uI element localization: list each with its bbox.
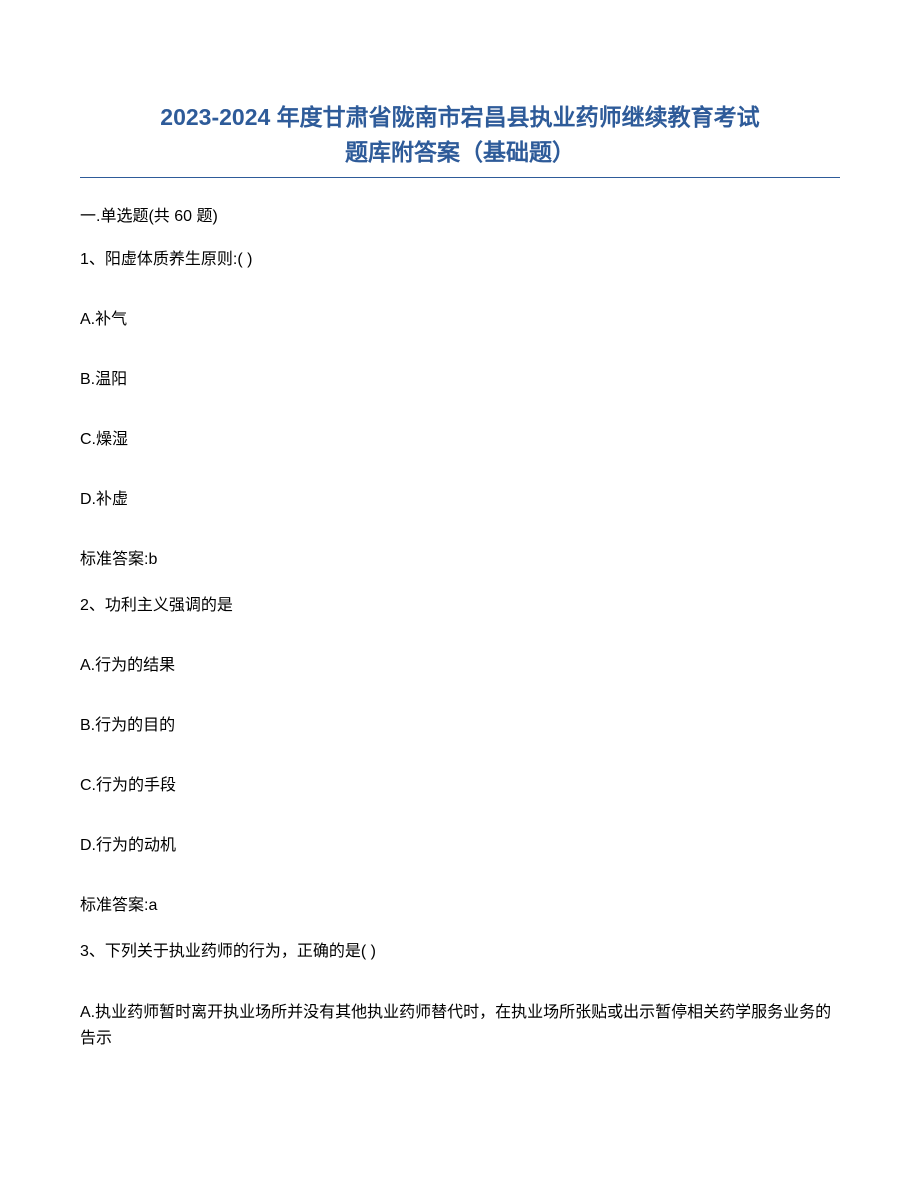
- question-1-answer: 标准答案:b: [80, 548, 840, 572]
- question-2-stem: 功利主义强调的是: [105, 597, 233, 614]
- title-line-2: 题库附答案（基础题）: [80, 135, 840, 170]
- question-1-option-d: D.补虚: [80, 488, 840, 512]
- section-header: 一.单选题(共 60 题): [80, 202, 840, 226]
- title-divider: [80, 177, 840, 178]
- question-1: 1、阳虚体质养生原则:( ) A.补气 B.温阳 C.燥湿 D.补虚 标准答案:…: [80, 248, 840, 572]
- title-line-1: 2023-2024 年度甘肃省陇南市宕昌县执业药师继续教育考试: [80, 100, 840, 135]
- document-title: 2023-2024 年度甘肃省陇南市宕昌县执业药师继续教育考试 题库附答案（基础…: [80, 100, 840, 169]
- question-3: 3、下列关于执业药师的行为，正确的是( ) A.执业药师暂时离开执业场所并没有其…: [80, 940, 840, 1051]
- question-1-option-b: B.温阳: [80, 368, 840, 392]
- question-1-option-a: A.补气: [80, 308, 840, 332]
- question-2-text: 2、功利主义强调的是: [80, 594, 840, 618]
- question-3-number: 3、: [80, 943, 105, 960]
- question-3-option-a: A.执业药师暂时离开执业场所并没有其他执业药师替代时，在执业场所张贴或出示暂停相…: [80, 1000, 840, 1051]
- question-1-text: 1、阳虚体质养生原则:( ): [80, 248, 840, 272]
- question-1-number: 1、: [80, 251, 105, 268]
- question-2: 2、功利主义强调的是 A.行为的结果 B.行为的目的 C.行为的手段 D.行为的…: [80, 594, 840, 918]
- question-3-stem: 下列关于执业药师的行为，正确的是( ): [105, 943, 376, 960]
- question-1-option-c: C.燥湿: [80, 428, 840, 452]
- question-2-option-b: B.行为的目的: [80, 714, 840, 738]
- question-1-stem: 阳虚体质养生原则:( ): [105, 251, 253, 268]
- question-2-option-a: A.行为的结果: [80, 654, 840, 678]
- question-2-option-d: D.行为的动机: [80, 834, 840, 858]
- question-2-number: 2、: [80, 597, 105, 614]
- question-2-option-c: C.行为的手段: [80, 774, 840, 798]
- question-2-answer: 标准答案:a: [80, 894, 840, 918]
- question-3-text: 3、下列关于执业药师的行为，正确的是( ): [80, 940, 840, 964]
